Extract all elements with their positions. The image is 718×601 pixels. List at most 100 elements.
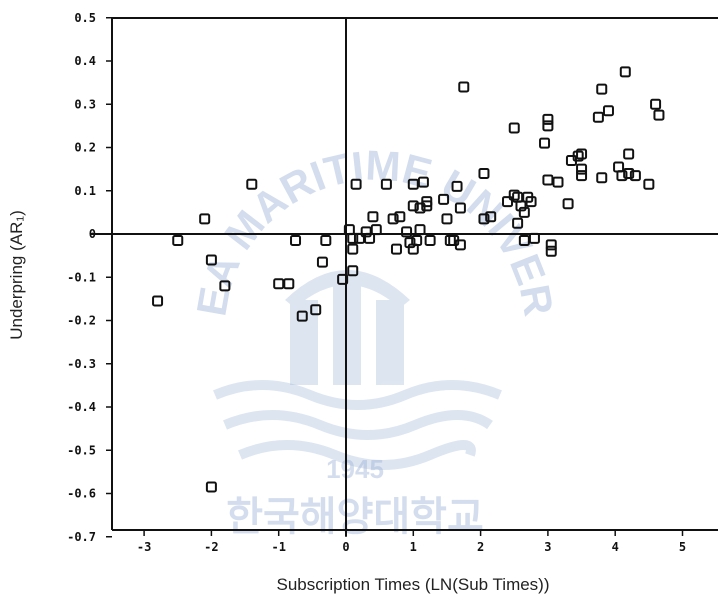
data-point	[404, 237, 416, 249]
x-tick-label: 4	[612, 540, 619, 554]
plot-frame	[111, 17, 718, 531]
data-point	[172, 234, 184, 246]
data-point	[502, 196, 514, 208]
y-tick-label: -0.7	[67, 530, 96, 544]
y-tick-label: 0	[89, 227, 96, 241]
data-point	[320, 234, 332, 246]
data-point	[592, 111, 604, 123]
x-axis-ticks: -3 -2 -1 0 1 2 3 4 5	[137, 530, 686, 554]
data-point	[414, 224, 426, 236]
data-point	[619, 66, 631, 78]
data-point	[518, 206, 530, 218]
data-point	[424, 234, 436, 246]
data-point	[360, 226, 372, 238]
data-point	[205, 254, 217, 266]
data-point	[562, 198, 574, 210]
data-point	[199, 213, 211, 225]
data-point	[441, 213, 453, 225]
y-tick-label: 0.5	[74, 11, 96, 25]
data-point	[616, 170, 628, 182]
y-tick-label: -0.3	[67, 357, 96, 371]
data-point	[370, 224, 382, 236]
y-tick-label: 0.3	[74, 97, 96, 111]
data-point	[458, 81, 470, 93]
data-point	[246, 178, 258, 190]
data-point	[296, 310, 308, 322]
data-point	[515, 200, 527, 212]
data-point	[380, 178, 392, 190]
data-points	[152, 66, 665, 493]
data-point	[401, 226, 413, 238]
data-point	[394, 211, 406, 223]
data-point	[367, 211, 379, 223]
data-point	[454, 239, 466, 251]
y-tick-label: -0.2	[67, 314, 96, 328]
data-point	[508, 122, 520, 134]
data-point	[542, 174, 554, 186]
data-point	[545, 245, 557, 257]
data-point	[350, 178, 362, 190]
y-tick-label: -0.5	[67, 443, 96, 457]
data-point	[613, 161, 625, 173]
data-point	[152, 295, 164, 307]
x-tick-label: -1	[271, 540, 285, 554]
data-point	[623, 167, 635, 179]
data-point	[602, 105, 614, 117]
data-point	[364, 232, 376, 244]
data-point	[417, 176, 429, 188]
data-point	[290, 234, 302, 246]
y-axis-ticks: 0.5 0.4 0.3 0.2 0.1 0 -0.1 -0.2 -0.3 -0.4 -0.5 -0.6…	[67, 11, 112, 544]
data-point	[552, 176, 564, 188]
data-point	[542, 120, 554, 132]
data-point	[219, 280, 231, 292]
data-point	[572, 150, 584, 162]
y-tick-label: -0.6	[67, 487, 96, 501]
y-tick-label: 0.4	[74, 54, 96, 68]
data-point	[542, 113, 554, 125]
data-point	[629, 170, 641, 182]
x-axis-label: Subscription Times (LN(Sub Times))	[276, 575, 549, 594]
data-point	[347, 243, 359, 255]
data-point	[407, 200, 419, 212]
data-point	[525, 196, 537, 208]
data-point	[478, 167, 490, 179]
data-point	[347, 232, 359, 244]
data-point	[576, 170, 588, 182]
y-tick-label: -0.4	[67, 400, 96, 414]
data-point	[390, 243, 402, 255]
data-point	[576, 148, 588, 160]
data-point	[508, 189, 520, 201]
x-tick-label: 1	[410, 540, 417, 554]
data-point	[596, 172, 608, 184]
data-point	[347, 265, 359, 277]
data-point	[596, 83, 608, 95]
watermark-korean-text: 한국해양대학교	[226, 495, 484, 539]
data-point	[310, 304, 322, 316]
y-tick-label: 0.1	[74, 184, 96, 198]
x-tick-label: 2	[477, 540, 484, 554]
data-point	[353, 232, 365, 244]
data-point	[273, 278, 285, 290]
data-point	[414, 202, 426, 214]
data-point	[444, 234, 456, 246]
x-tick-label: -3	[137, 540, 151, 554]
data-point	[283, 278, 295, 290]
data-point	[643, 178, 655, 190]
x-tick-label: -2	[204, 540, 218, 554]
data-point	[478, 213, 490, 225]
data-point	[407, 178, 419, 190]
x-tick-label: 5	[679, 540, 686, 554]
watermark-year: 1945	[326, 454, 384, 484]
data-point	[545, 239, 557, 251]
data-point	[387, 213, 399, 225]
data-point	[650, 98, 662, 110]
data-point	[623, 148, 635, 160]
data-point	[205, 481, 217, 493]
y-tick-label: -0.1	[67, 270, 96, 284]
y-tick-label: 0.2	[74, 141, 96, 155]
y-axis-label: Underpring (AR₁)	[7, 210, 26, 340]
data-point	[653, 109, 665, 121]
data-point	[528, 232, 540, 244]
data-point	[316, 256, 328, 268]
